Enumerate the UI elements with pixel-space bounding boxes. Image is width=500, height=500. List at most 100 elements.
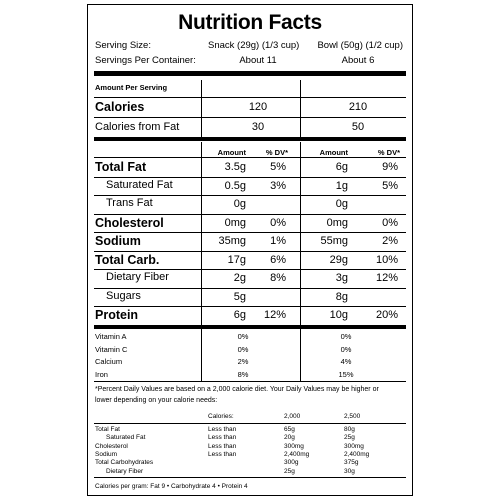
dv-row-2000: 20g: [284, 434, 295, 442]
col-header-amount-snack: Amount: [217, 148, 246, 157]
thick-divider: [94, 325, 406, 329]
nutrient-amount-bowl: 10g: [329, 309, 348, 321]
serving-size-snack: Snack (29g) (1/3 cup): [208, 40, 300, 51]
vitamin-label: Calcium: [95, 357, 123, 366]
calories-from-fat-label: Calories from Fat: [95, 121, 180, 133]
column-divider: [300, 80, 301, 137]
servings-per-container-snack: About 11: [239, 55, 277, 66]
dv-row-2000: 65g: [284, 426, 295, 433]
nutrient-dv-bowl: 2%: [382, 235, 398, 247]
column-divider: [300, 329, 301, 381]
divider: [94, 250, 406, 252]
dv-row-label: Total Carbohydrates: [95, 459, 154, 467]
vitamin-snack: 0%: [237, 332, 249, 341]
label-title: Nutrition Facts: [178, 11, 322, 34]
servings-per-container-bowl: About 6: [341, 55, 375, 66]
nutrient-label: Dietary Fiber: [106, 271, 169, 283]
nutrient-label: Total Fat: [95, 160, 147, 174]
nutrient-amount-snack: 0g: [233, 198, 246, 210]
amount-per-serving-heading: Amount Per Serving: [95, 83, 168, 92]
dv-row-2000: 300mg: [284, 442, 304, 450]
nutrient-label: Protein: [95, 308, 139, 322]
column-divider: [201, 80, 202, 137]
calories-per-gram: Calories per gram: Fat 9 • Carbohydrate …: [95, 483, 248, 490]
divider: [94, 157, 406, 158]
dv-row-qualifier: Less than: [208, 426, 237, 433]
dv-row-2000: 300g: [284, 459, 299, 467]
nutrient-dv-snack: 6%: [270, 253, 286, 266]
nutrient-amount-snack: 35mg: [218, 235, 246, 247]
vitamin-label: Iron: [95, 369, 108, 379]
nutrient-amount-snack: 0mg: [224, 216, 246, 229]
dv-row-label: Sodium: [95, 450, 118, 458]
nutrient-amount-bowl: 1g: [335, 179, 348, 192]
thick-divider: [94, 71, 406, 76]
dv-table-header-2000: 2,000: [284, 413, 301, 420]
dv-row-label: Dietary Fiber: [106, 467, 144, 475]
nutrient-dv-bowl: 20%: [375, 309, 398, 321]
nutrient-dv-snack: 8%: [270, 272, 286, 284]
nutrition-facts-label: Nutrition Facts Serving Size: Snack (29g…: [87, 4, 413, 496]
nutrient-dv-snack: 1%: [270, 235, 286, 247]
nutrient-dv-snack: 5%: [270, 161, 286, 173]
vitamin-snack: 2%: [237, 357, 249, 366]
divider: [94, 176, 406, 178]
nutrient-dv-snack: 3%: [270, 179, 286, 192]
column-divider: [201, 329, 202, 381]
calories-label: Calories: [95, 100, 145, 114]
nutrient-label: Sugars: [106, 289, 141, 302]
dv-row-label: Cholesterol: [95, 442, 128, 450]
dv-row-2500: 2,400mg: [344, 450, 370, 458]
divider: [94, 477, 406, 478]
dv-row-2500: 80g: [344, 426, 355, 433]
divider: [94, 97, 406, 98]
vitamin-snack: 8%: [237, 369, 249, 379]
nutrient-amount-bowl: 0mg: [326, 216, 348, 229]
vitamin-label: Vitamin A: [95, 332, 127, 341]
dv-row-2000: 2,400mg: [284, 450, 310, 458]
nutrient-dv-bowl: 0%: [382, 216, 398, 229]
nutrient-amount-bowl: 8g: [335, 290, 348, 303]
nutrient-amount-bowl: 6g: [335, 161, 348, 173]
servings-per-container-label: Servings Per Container:: [95, 55, 196, 66]
footnote-line-1: *Percent Daily Values are based on a 2,0…: [95, 386, 379, 393]
col-header-amount-bowl: Amount: [319, 148, 348, 157]
nutrient-dv-snack: 12%: [263, 309, 286, 321]
calories-bowl: 210: [348, 101, 368, 113]
divider: [94, 269, 406, 270]
nutrient-amount-snack: 17g: [227, 253, 246, 266]
divider: [94, 232, 406, 233]
dv-row-qualifier: Less than: [208, 434, 237, 442]
dv-row-label: Saturated Fat: [106, 434, 146, 442]
dv-table-calories-label: Calories:: [208, 413, 234, 420]
divider: [94, 117, 406, 118]
serving-size-label: Serving Size:: [95, 40, 151, 51]
nutrient-amount-snack: 6g: [233, 309, 246, 321]
footnote-line-2: lower depending on your calorie needs:: [95, 397, 218, 404]
vitamin-bowl: 0%: [340, 332, 352, 341]
nutrient-amount-bowl: 29g: [329, 253, 348, 266]
dv-row-2500: 375g: [344, 459, 359, 467]
dv-row-qualifier: Less than: [208, 450, 237, 458]
nutrient-dv-snack: 0%: [270, 216, 286, 229]
nutrient-amount-snack: 2g: [233, 272, 246, 284]
nutrient-amount-snack: 0.5g: [224, 179, 246, 192]
vitamin-bowl: 4%: [340, 357, 352, 366]
vitamin-bowl: 15%: [338, 369, 354, 379]
divider: [94, 423, 406, 424]
nutrient-dv-bowl: 10%: [375, 253, 398, 266]
col-header-dv-bowl: % DV*: [377, 148, 400, 157]
dv-row-2500: 30g: [344, 467, 355, 475]
dv-row-2000: 25g: [284, 467, 295, 475]
vitamin-snack: 0%: [237, 344, 249, 354]
divider: [94, 195, 406, 196]
divider: [94, 213, 406, 215]
nutrient-amount-bowl: 0g: [335, 198, 348, 210]
vitamin-label: Vitamin C: [95, 344, 128, 354]
nutrient-dv-bowl: 9%: [382, 161, 398, 173]
col-header-dv-snack: % DV*: [265, 148, 288, 157]
nutrient-amount-snack: 5g: [233, 290, 246, 303]
dv-row-qualifier: Less than: [208, 442, 237, 450]
serving-size-bowl: Bowl (50g) (1/2 cup): [317, 40, 403, 51]
dv-row-2500: 300mg: [344, 442, 364, 450]
